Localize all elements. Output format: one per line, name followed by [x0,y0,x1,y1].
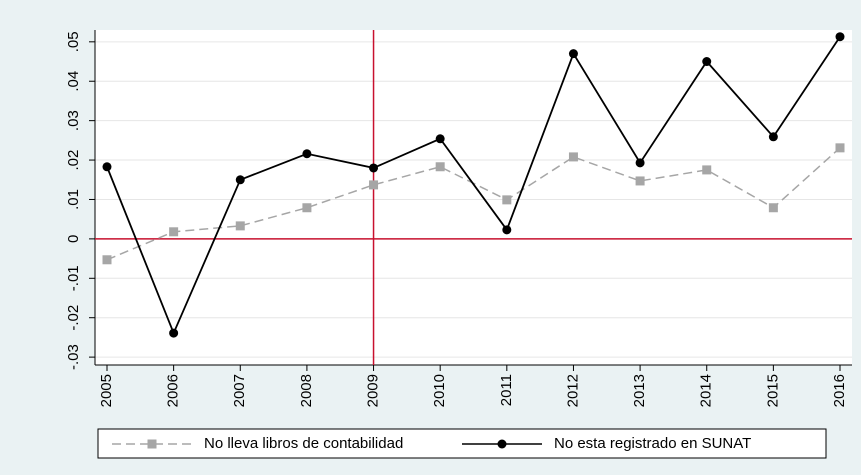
marker [502,225,512,235]
series-line [106,36,841,336]
marker [369,180,379,190]
marker [768,203,778,213]
marker [502,195,512,205]
y-tick-label: .03 [65,110,82,131]
x-tick-label: 2014 [698,374,715,407]
marker [169,328,179,338]
marker [568,49,578,59]
marker [702,57,712,67]
x-tick-label: 2006 [165,374,182,407]
marker [635,158,645,168]
x-tick-label: 2016 [831,374,848,407]
x-tick-label: 2009 [365,374,382,407]
y-tick-label: .05 [65,31,82,52]
x-tick-label: 2007 [231,374,248,407]
y-tick-label: -.03 [65,344,82,370]
x-tick-label: 2008 [298,374,315,407]
x-tick-label: 2011 [498,374,515,406]
marker [235,175,245,185]
plot-area [95,30,852,365]
marker [302,203,312,213]
marker [102,255,112,265]
y-tick-label: .02 [65,150,82,171]
marker [169,227,179,237]
legend-label: No esta registrado en SUNAT [554,435,751,452]
y-tick-label: 0 [65,235,82,243]
x-tick-label: 2010 [431,374,448,407]
marker [768,132,778,142]
y-tick-label: .01 [65,189,82,210]
y-tick-label: -.01 [65,265,82,291]
marker [435,162,445,172]
marker [102,162,112,172]
y-tick-label: .04 [65,71,82,92]
marker [435,134,445,144]
marker [302,149,312,159]
x-tick-label: 2005 [98,374,115,407]
x-tick-label: 2015 [764,374,781,407]
y-tick-label: -.02 [65,305,82,331]
marker [635,176,645,186]
x-tick-label: 2013 [631,374,648,407]
marker [369,163,379,173]
legend-marker [497,439,507,449]
marker [835,32,845,42]
marker [835,143,845,153]
marker [702,165,712,175]
marker [568,152,578,162]
x-tick-label: 2012 [564,374,581,407]
legend-marker [147,439,157,449]
marker [235,221,245,231]
legend-label: No lleva libros de contabilidad [204,435,403,452]
